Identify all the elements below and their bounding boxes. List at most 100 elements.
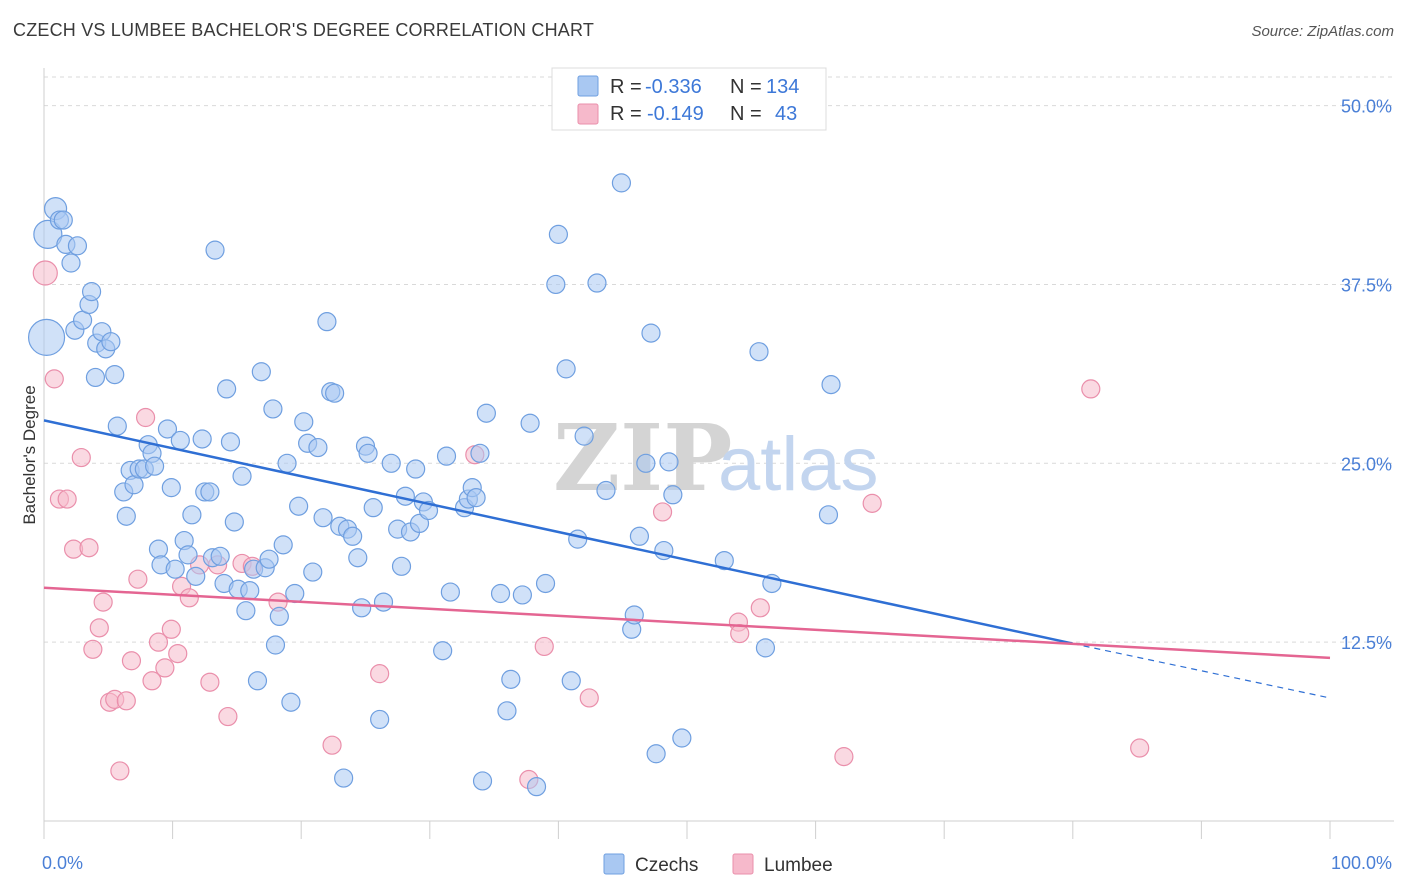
czech-point bbox=[348, 548, 368, 568]
lumbee-point bbox=[121, 651, 142, 671]
lumbee-point bbox=[579, 688, 599, 708]
lumbee-point bbox=[148, 632, 169, 652]
czech-point bbox=[317, 312, 337, 332]
czech-point bbox=[240, 581, 260, 601]
lumbee-point bbox=[534, 636, 554, 657]
czech-point bbox=[358, 443, 378, 463]
czech-point bbox=[663, 485, 683, 505]
lumbee-point bbox=[168, 643, 188, 664]
czech-point bbox=[107, 416, 127, 436]
lumbee-point bbox=[370, 664, 390, 684]
lumbee-trend-line bbox=[43, 586, 1331, 660]
czech-point bbox=[526, 777, 547, 797]
czech-point bbox=[170, 430, 190, 451]
legend-czechs-swatch bbox=[603, 853, 625, 875]
czech-point bbox=[436, 446, 457, 466]
czech-point bbox=[303, 562, 323, 582]
lumbee-point bbox=[135, 407, 156, 428]
y-tick-label: 25.0% bbox=[1341, 454, 1392, 474]
czech-point bbox=[641, 323, 661, 343]
lumbee-point bbox=[750, 598, 770, 618]
czech-point bbox=[81, 282, 102, 302]
legend-r-label-lumbee: R = bbox=[610, 103, 642, 125]
series-legend: Czechs Lumbee bbox=[603, 853, 833, 876]
lumbee-point bbox=[1081, 379, 1101, 399]
czech-point bbox=[285, 583, 305, 604]
czech-point bbox=[440, 582, 460, 602]
czech-trend-line bbox=[43, 419, 1074, 645]
czech-point bbox=[236, 601, 256, 621]
czech-point bbox=[629, 526, 650, 546]
czech-point bbox=[373, 592, 394, 612]
czech-point bbox=[224, 512, 244, 532]
czech-point bbox=[277, 453, 297, 473]
czech-point bbox=[269, 606, 289, 627]
lumbee-point bbox=[200, 672, 220, 692]
czech-point bbox=[178, 545, 198, 565]
lumbee-point bbox=[116, 691, 136, 711]
stats-legend: R = -0.336 N = 134 R = -0.149 N = 43 bbox=[551, 67, 827, 131]
czech-point bbox=[220, 432, 241, 452]
czech-point bbox=[561, 671, 581, 691]
lumbee-point bbox=[142, 671, 162, 691]
czech-point bbox=[186, 566, 206, 586]
lumbee-point bbox=[71, 447, 91, 468]
czech-point bbox=[755, 638, 776, 658]
czech-point bbox=[200, 482, 220, 502]
legend-r-label-czech: R = bbox=[610, 76, 642, 98]
czech-point bbox=[659, 452, 679, 472]
czech-point bbox=[548, 224, 569, 244]
lumbee-point bbox=[44, 369, 64, 389]
czech-point bbox=[587, 273, 607, 293]
lumbee-point bbox=[161, 619, 181, 639]
czech-point bbox=[182, 505, 202, 525]
czech-point bbox=[325, 383, 345, 403]
czech-point bbox=[313, 508, 333, 528]
legend-r-value-czech: -0.336 bbox=[645, 76, 702, 98]
y-axis-label: Bachelor's Degree bbox=[20, 385, 39, 524]
x-tick-label-end: 100.0% bbox=[1331, 853, 1392, 873]
source-label: Source: ZipAtlas.com bbox=[1251, 23, 1394, 40]
legend-n-label-czech: N = bbox=[730, 76, 762, 98]
czech-point bbox=[556, 359, 576, 379]
czech-point bbox=[472, 771, 493, 791]
czech-point bbox=[672, 728, 692, 748]
lumbee-point bbox=[155, 658, 175, 678]
czech-point bbox=[105, 365, 125, 385]
czech-point bbox=[53, 210, 73, 230]
czech-point bbox=[210, 546, 230, 566]
czech-point bbox=[512, 585, 532, 605]
czech-point bbox=[749, 342, 769, 362]
czech-point bbox=[265, 635, 286, 655]
czech-point bbox=[165, 559, 185, 579]
czech-point bbox=[363, 498, 383, 518]
czech-point bbox=[520, 413, 540, 433]
czech-point bbox=[568, 529, 588, 549]
czech-point bbox=[821, 375, 841, 395]
czech-point bbox=[574, 426, 594, 446]
lumbee-point bbox=[862, 493, 882, 513]
lumbee-point bbox=[179, 588, 199, 608]
legend-lumbee-label: Lumbee bbox=[764, 855, 833, 876]
lumbee-point bbox=[322, 735, 342, 755]
czech-point bbox=[27, 318, 66, 356]
czech-point bbox=[406, 459, 426, 479]
czech-point bbox=[466, 488, 486, 508]
watermark: ZIP atlas bbox=[553, 404, 879, 512]
czech-point bbox=[281, 692, 301, 712]
trend-lines bbox=[43, 419, 1331, 699]
czech-point bbox=[501, 669, 521, 689]
lumbee-point bbox=[834, 747, 854, 767]
czech-point bbox=[101, 332, 121, 352]
czech-point bbox=[232, 466, 252, 486]
czech-point bbox=[251, 362, 271, 382]
czech-point bbox=[476, 403, 496, 423]
lumbee-point bbox=[89, 618, 109, 638]
czech-point bbox=[263, 399, 283, 419]
czech-point bbox=[144, 456, 165, 476]
legend-n-label-lumbee: N = bbox=[730, 103, 762, 125]
czech-point bbox=[294, 412, 314, 432]
lumbee-point bbox=[110, 761, 130, 781]
lumbee-point bbox=[218, 706, 238, 727]
y-tick-label: 12.5% bbox=[1341, 633, 1392, 653]
